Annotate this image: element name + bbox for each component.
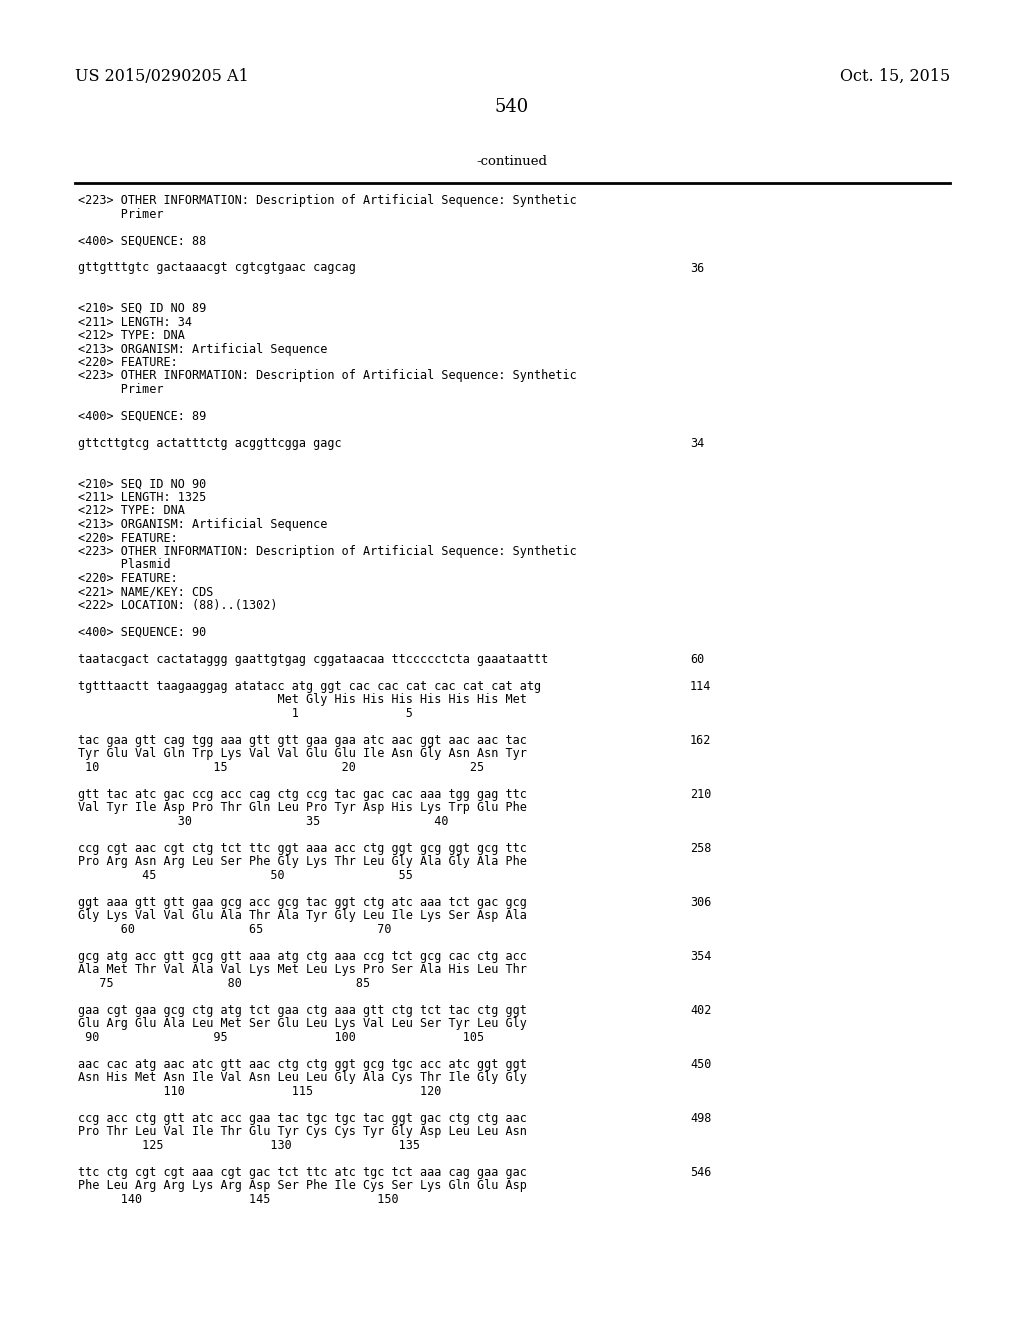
Text: Oct. 15, 2015: Oct. 15, 2015: [840, 69, 950, 84]
Text: <210> SEQ ID NO 90: <210> SEQ ID NO 90: [78, 478, 206, 491]
Text: Primer: Primer: [78, 383, 164, 396]
Text: 114: 114: [690, 680, 712, 693]
Text: tac gaa gtt cag tgg aaa gtt gtt gaa gaa atc aac ggt aac aac tac: tac gaa gtt cag tgg aaa gtt gtt gaa gaa …: [78, 734, 527, 747]
Text: Plasmid: Plasmid: [78, 558, 171, 572]
Text: 498: 498: [690, 1111, 712, 1125]
Text: 45                50                55: 45 50 55: [78, 869, 413, 882]
Text: 140               145               150: 140 145 150: [78, 1193, 398, 1206]
Text: gttgtttgtc gactaaacgt cgtcgtgaac cagcag: gttgtttgtc gactaaacgt cgtcgtgaac cagcag: [78, 261, 356, 275]
Text: Pro Arg Asn Arg Leu Ser Phe Gly Lys Thr Leu Gly Ala Gly Ala Phe: Pro Arg Asn Arg Leu Ser Phe Gly Lys Thr …: [78, 855, 527, 869]
Text: <400> SEQUENCE: 88: <400> SEQUENCE: 88: [78, 235, 206, 248]
Text: <400> SEQUENCE: 90: <400> SEQUENCE: 90: [78, 626, 206, 639]
Text: <212> TYPE: DNA: <212> TYPE: DNA: [78, 329, 185, 342]
Text: Ala Met Thr Val Ala Val Lys Met Leu Lys Pro Ser Ala His Leu Thr: Ala Met Thr Val Ala Val Lys Met Leu Lys …: [78, 964, 527, 977]
Text: 75                80                85: 75 80 85: [78, 977, 370, 990]
Text: 450: 450: [690, 1059, 712, 1071]
Text: 10                15                20                25: 10 15 20 25: [78, 762, 484, 774]
Text: ggt aaa gtt gtt gaa gcg acc gcg tac ggt ctg atc aaa tct gac gcg: ggt aaa gtt gtt gaa gcg acc gcg tac ggt …: [78, 896, 527, 909]
Text: <211> LENGTH: 1325: <211> LENGTH: 1325: [78, 491, 206, 504]
Text: US 2015/0290205 A1: US 2015/0290205 A1: [75, 69, 249, 84]
Text: Val Tyr Ile Asp Pro Thr Gln Leu Pro Tyr Asp His Lys Trp Glu Phe: Val Tyr Ile Asp Pro Thr Gln Leu Pro Tyr …: [78, 801, 527, 814]
Text: <222> LOCATION: (88)..(1302): <222> LOCATION: (88)..(1302): [78, 599, 278, 612]
Text: ttc ctg cgt cgt aaa cgt gac tct ttc atc tgc tct aaa cag gaa gac: ttc ctg cgt cgt aaa cgt gac tct ttc atc …: [78, 1166, 527, 1179]
Text: 30                35                40: 30 35 40: [78, 814, 449, 828]
Text: <210> SEQ ID NO 89: <210> SEQ ID NO 89: [78, 302, 206, 315]
Text: ccg acc ctg gtt atc acc gaa tac tgc tgc tac ggt gac ctg ctg aac: ccg acc ctg gtt atc acc gaa tac tgc tgc …: [78, 1111, 527, 1125]
Text: 90                95               100               105: 90 95 100 105: [78, 1031, 484, 1044]
Text: gttcttgtcg actatttctg acggttcgga gagc: gttcttgtcg actatttctg acggttcgga gagc: [78, 437, 342, 450]
Text: <211> LENGTH: 34: <211> LENGTH: 34: [78, 315, 193, 329]
Text: <223> OTHER INFORMATION: Description of Artificial Sequence: Synthetic: <223> OTHER INFORMATION: Description of …: [78, 194, 577, 207]
Text: 258: 258: [690, 842, 712, 855]
Text: 210: 210: [690, 788, 712, 801]
Text: 1               5: 1 5: [78, 708, 413, 719]
Text: 546: 546: [690, 1166, 712, 1179]
Text: <220> FEATURE:: <220> FEATURE:: [78, 532, 178, 544]
Text: <223> OTHER INFORMATION: Description of Artificial Sequence: Synthetic: <223> OTHER INFORMATION: Description of …: [78, 370, 577, 383]
Text: Glu Arg Glu Ala Leu Met Ser Glu Leu Lys Val Leu Ser Tyr Leu Gly: Glu Arg Glu Ala Leu Met Ser Glu Leu Lys …: [78, 1018, 527, 1031]
Text: 125               130               135: 125 130 135: [78, 1139, 420, 1152]
Text: 60: 60: [690, 653, 705, 667]
Text: tgtttaactt taagaaggag atatacc atg ggt cac cac cat cac cat cat atg: tgtttaactt taagaaggag atatacc atg ggt ca…: [78, 680, 541, 693]
Text: 540: 540: [495, 98, 529, 116]
Text: <213> ORGANISM: Artificial Sequence: <213> ORGANISM: Artificial Sequence: [78, 517, 328, 531]
Text: gcg atg acc gtt gcg gtt aaa atg ctg aaa ccg tct gcg cac ctg acc: gcg atg acc gtt gcg gtt aaa atg ctg aaa …: [78, 950, 527, 964]
Text: <223> OTHER INFORMATION: Description of Artificial Sequence: Synthetic: <223> OTHER INFORMATION: Description of …: [78, 545, 577, 558]
Text: Phe Leu Arg Arg Lys Arg Asp Ser Phe Ile Cys Ser Lys Gln Glu Asp: Phe Leu Arg Arg Lys Arg Asp Ser Phe Ile …: [78, 1180, 527, 1192]
Text: aac cac atg aac atc gtt aac ctg ctg ggt gcg tgc acc atc ggt ggt: aac cac atg aac atc gtt aac ctg ctg ggt …: [78, 1059, 527, 1071]
Text: 162: 162: [690, 734, 712, 747]
Text: gaa cgt gaa gcg ctg atg tct gaa ctg aaa gtt ctg tct tac ctg ggt: gaa cgt gaa gcg ctg atg tct gaa ctg aaa …: [78, 1005, 527, 1016]
Text: taatacgact cactataggg gaattgtgag cggataacaa ttccccctcta gaaataattt: taatacgact cactataggg gaattgtgag cggataa…: [78, 653, 548, 667]
Text: <213> ORGANISM: Artificial Sequence: <213> ORGANISM: Artificial Sequence: [78, 342, 328, 355]
Text: Gly Lys Val Val Glu Ala Thr Ala Tyr Gly Leu Ile Lys Ser Asp Ala: Gly Lys Val Val Glu Ala Thr Ala Tyr Gly …: [78, 909, 527, 923]
Text: Met Gly His His His His His His Met: Met Gly His His His His His His Met: [78, 693, 527, 706]
Text: gtt tac atc gac ccg acc cag ctg ccg tac gac cac aaa tgg gag ttc: gtt tac atc gac ccg acc cag ctg ccg tac …: [78, 788, 527, 801]
Text: <212> TYPE: DNA: <212> TYPE: DNA: [78, 504, 185, 517]
Text: <220> FEATURE:: <220> FEATURE:: [78, 356, 178, 370]
Text: 36: 36: [690, 261, 705, 275]
Text: 60                65                70: 60 65 70: [78, 923, 391, 936]
Text: Asn His Met Asn Ile Val Asn Leu Leu Gly Ala Cys Thr Ile Gly Gly: Asn His Met Asn Ile Val Asn Leu Leu Gly …: [78, 1072, 527, 1085]
Text: 354: 354: [690, 950, 712, 964]
Text: 402: 402: [690, 1005, 712, 1016]
Text: Tyr Glu Val Gln Trp Lys Val Val Glu Glu Ile Asn Gly Asn Asn Tyr: Tyr Glu Val Gln Trp Lys Val Val Glu Glu …: [78, 747, 527, 760]
Text: <221> NAME/KEY: CDS: <221> NAME/KEY: CDS: [78, 586, 213, 598]
Text: 34: 34: [690, 437, 705, 450]
Text: -continued: -continued: [476, 154, 548, 168]
Text: <220> FEATURE:: <220> FEATURE:: [78, 572, 178, 585]
Text: Primer: Primer: [78, 207, 164, 220]
Text: ccg cgt aac cgt ctg tct ttc ggt aaa acc ctg ggt gcg ggt gcg ttc: ccg cgt aac cgt ctg tct ttc ggt aaa acc …: [78, 842, 527, 855]
Text: 306: 306: [690, 896, 712, 909]
Text: 110               115               120: 110 115 120: [78, 1085, 441, 1098]
Text: Pro Thr Leu Val Ile Thr Glu Tyr Cys Cys Tyr Gly Asp Leu Leu Asn: Pro Thr Leu Val Ile Thr Glu Tyr Cys Cys …: [78, 1126, 527, 1138]
Text: <400> SEQUENCE: 89: <400> SEQUENCE: 89: [78, 411, 206, 422]
